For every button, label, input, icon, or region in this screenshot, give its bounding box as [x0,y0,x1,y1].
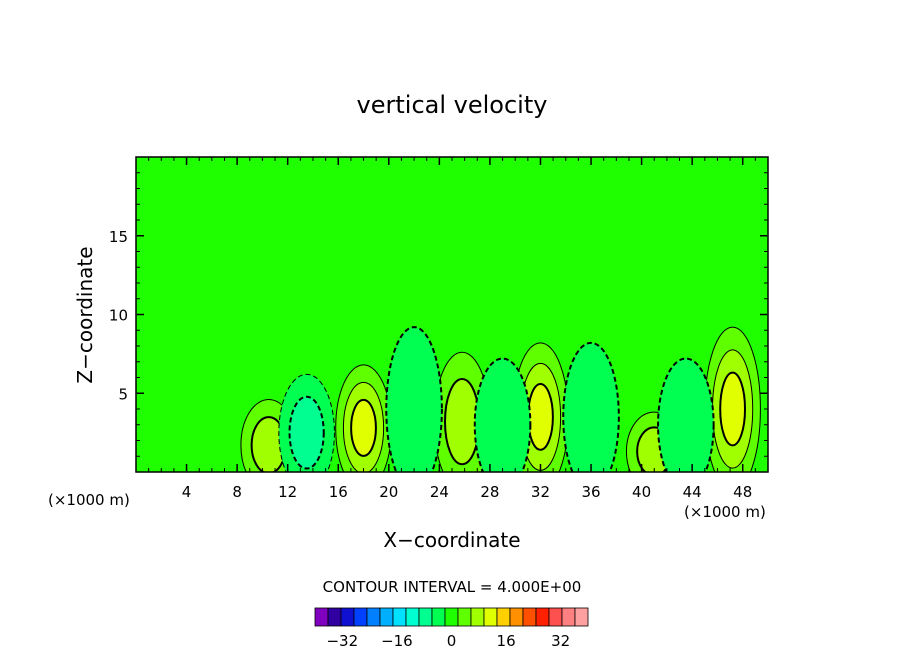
colorbar-swatch-3 [353,607,368,627]
colorbar-swatch-12 [470,607,485,627]
colorbar-swatch-8 [418,607,433,627]
colorbar-swatch-14 [496,607,511,627]
x-tick-label-1: 8 [232,483,242,501]
colorbar-swatch-4 [366,607,381,627]
chart-title: vertical velocity [357,91,548,119]
colorbar-swatch-9 [431,607,446,627]
y-tick-label-0: 5 [118,385,128,403]
colorbar-swatch-15 [509,607,524,627]
colorbar-swatch-10 [444,607,459,627]
colorbar-swatch-11 [457,607,472,627]
colorbar-swatch-20 [574,607,589,627]
colorbar-swatch-5 [379,607,394,627]
downdraft-4-level-1 [657,357,715,472]
colorbar-swatch-16 [522,607,537,627]
downdraft-4 [657,357,715,472]
x-tick-label-7: 32 [531,483,550,501]
x-tick-label-3: 16 [329,483,348,501]
downdraft-1-level-1 [385,326,443,472]
plot-area [135,156,769,473]
downdraft-1 [385,326,443,472]
contour-field [240,326,761,472]
updraft-5 [704,326,761,472]
colorbar-swatch-19 [561,607,576,627]
x-tick-label-8: 36 [581,483,600,501]
colorbar-tick-label-4: 32 [551,632,570,650]
colorbar-tick-label-0: −32 [326,632,358,650]
colorbar-swatch-0 [314,607,329,627]
y-tick-label-2: 15 [109,228,128,246]
updraft-1 [335,364,392,472]
x-unit-right: (×1000 m) [684,503,766,521]
colorbar: −32 −16 0 16 32 [314,607,589,650]
downdraft-0-level-2 [288,395,325,470]
x-tick-label-9: 40 [632,483,651,501]
colorbar-swatch-1 [327,607,342,627]
colorbar-swatch-7 [405,607,420,627]
x-tick-label-5: 24 [430,483,449,501]
colorbar-swatch-17 [535,607,550,627]
x-tick-label-11: 48 [733,483,752,501]
downdraft-3 [562,341,620,472]
colorbar-swatch-13 [483,607,498,627]
x-axis: 4 8 12 16 20 24 28 32 36 40 44 48 [148,157,756,501]
updraft-5-level-3 [719,371,747,447]
colorbar-swatch-2 [340,607,355,627]
colorbar-tick-label-1: −16 [381,632,413,650]
downdraft-2-level-1 [473,357,532,472]
x-tick-label-6: 28 [480,483,499,501]
colorbar-swatch-6 [392,607,407,627]
x-axis-label: X−coordinate [383,528,520,552]
x-tick-label-0: 4 [182,483,192,501]
colorbar-tick-label-2: 0 [447,632,457,650]
contour-interval-label: CONTOUR INTERVAL = 4.000E+00 [323,578,582,596]
y-axis-label: Z−coordinate [73,246,97,383]
colorbar-swatch-18 [548,607,563,627]
downdraft-2 [473,357,532,472]
x-unit-left: (×1000 m) [48,491,130,509]
downdraft-3-level-1 [562,341,620,472]
y-tick-label-1: 10 [109,307,128,325]
colorbar-tick-label-3: 16 [497,632,516,650]
x-tick-label-10: 44 [683,483,702,501]
downdraft-0 [278,373,335,472]
x-tick-label-2: 12 [278,483,297,501]
y-axis: 5 10 15 [109,172,768,457]
x-tick-label-4: 20 [379,483,398,501]
updraft-3-level-3 [527,382,554,451]
updraft-1-level-3 [350,398,377,457]
